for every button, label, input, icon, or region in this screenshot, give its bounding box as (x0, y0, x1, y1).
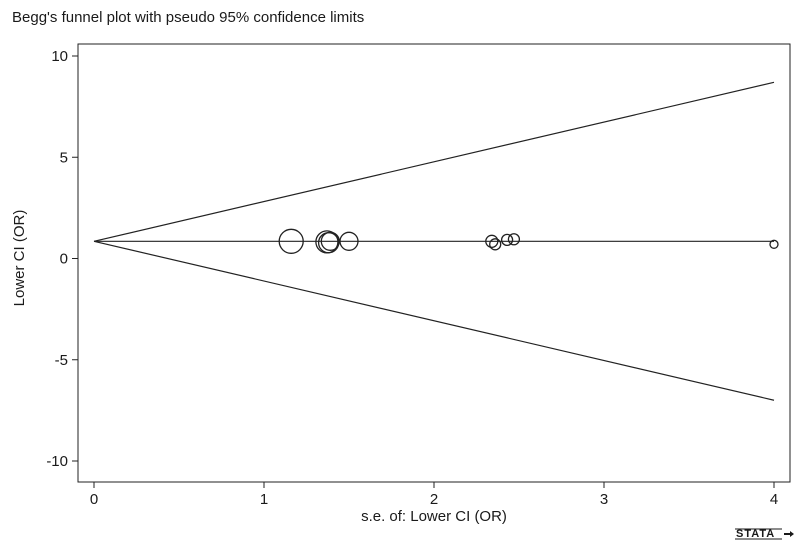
stata-watermark: STATA (735, 528, 794, 540)
y-tick-label: 0 (60, 251, 68, 268)
y-tick-label: -10 (46, 453, 68, 470)
study-point (507, 233, 521, 246)
study-point (278, 228, 304, 254)
study-point (489, 238, 502, 251)
y-tick-label: -5 (55, 352, 68, 369)
x-tick-label: 4 (770, 491, 778, 508)
study-point (500, 233, 514, 247)
study-point (320, 231, 340, 251)
study-point (485, 234, 499, 248)
lower-confidence-limit (93, 240, 775, 401)
x-tick-label: 1 (260, 491, 268, 508)
plot-axes: -10 -5 0 5 10 0 1 2 3 4 (46, 43, 791, 508)
x-tick-label: 0 (90, 491, 98, 508)
x-tick-label: 2 (430, 491, 438, 508)
stata-watermark-text: STATA (736, 528, 775, 540)
funnel-lines (93, 81, 775, 401)
study-point (339, 231, 359, 251)
x-axis-label: s.e. of: Lower CI (OR) (361, 508, 507, 525)
study-points (278, 228, 779, 254)
upper-confidence-limit (93, 81, 775, 242)
y-tick-label: 5 (60, 149, 68, 166)
chart-title: Begg's funnel plot with pseudo 95% confi… (12, 9, 364, 26)
study-point (769, 239, 779, 249)
y-axis-label: Lower CI (OR) (11, 210, 28, 307)
y-tick-label: 10 (51, 48, 68, 65)
x-tick-label: 3 (600, 491, 608, 508)
